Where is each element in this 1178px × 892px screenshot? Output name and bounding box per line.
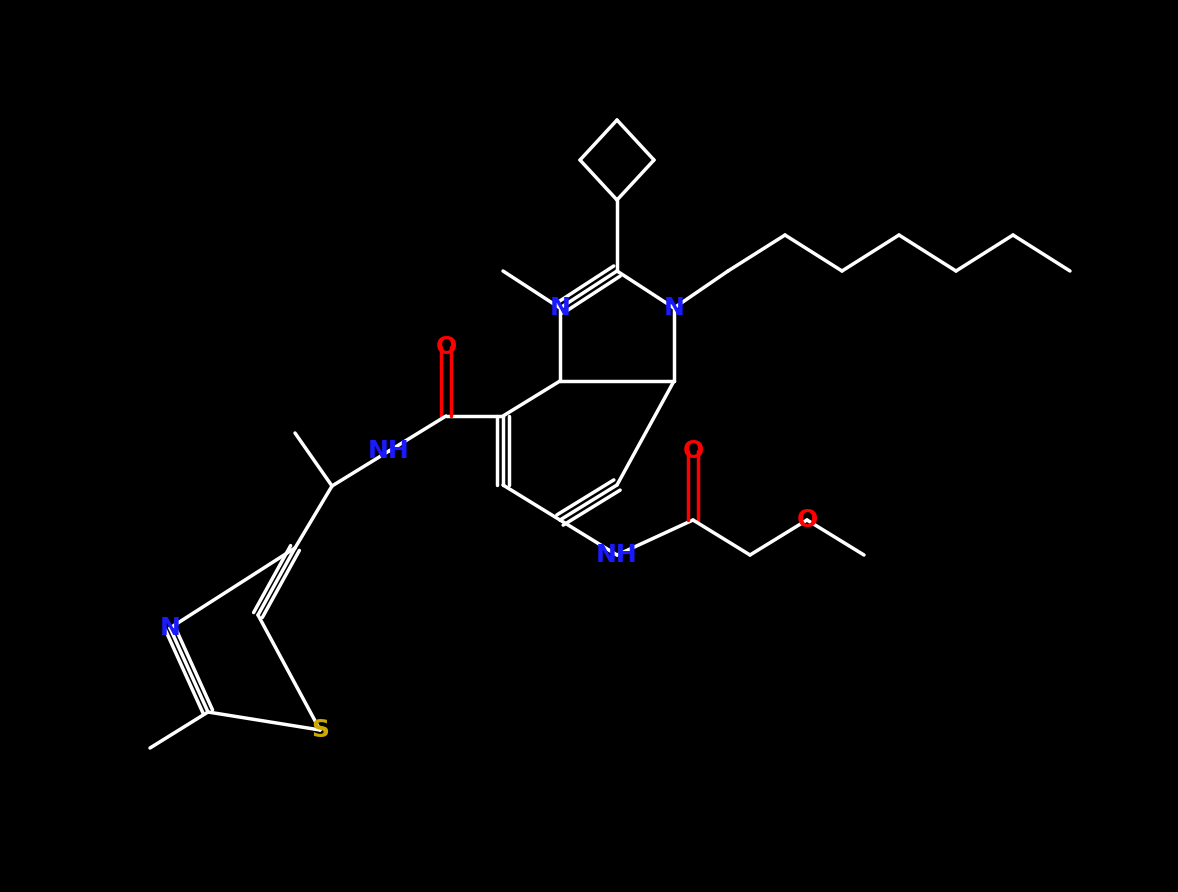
Text: N: N — [159, 616, 180, 640]
Text: S: S — [311, 718, 329, 742]
Text: NH: NH — [368, 439, 410, 463]
Text: N: N — [550, 296, 570, 320]
Text: O: O — [796, 508, 818, 532]
Text: N: N — [663, 296, 684, 320]
Text: O: O — [682, 439, 703, 463]
Text: NH: NH — [596, 543, 637, 567]
Text: O: O — [436, 335, 457, 359]
